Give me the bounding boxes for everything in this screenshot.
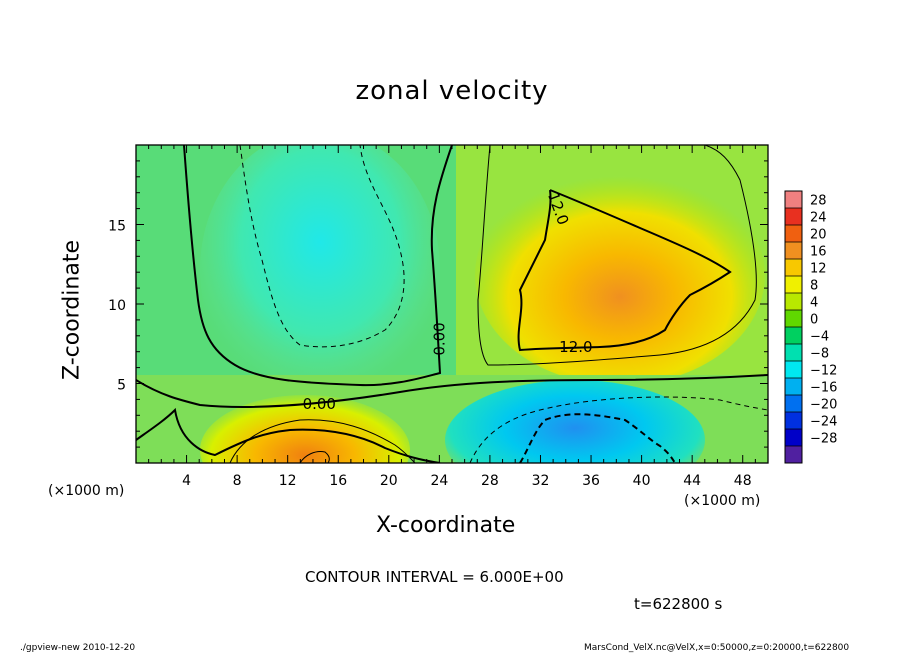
x-tick-label: 16 [329,473,347,489]
colorbar-swatch [785,378,802,396]
x-tick-label: 48 [734,473,752,489]
colorbar-swatch [785,276,802,294]
colorbar-tick-label: −24 [810,415,837,430]
contour-interval-text: CONTOUR INTERVAL = 6.000E+00 [305,568,564,586]
y-tick-label: 10 [108,298,126,314]
colorbar-swatch [785,429,802,447]
y-tick-label: 15 [108,219,126,235]
x-tick-label: 12 [279,473,297,489]
x-axis-title: X-coordinate [376,513,516,538]
x-unit-label-right: (×1000 m) [684,493,761,509]
contour-zero-bottom-left [136,407,441,463]
colorbar-tick-label: −8 [810,347,829,362]
contour-pos6 [477,145,757,366]
contour-neg12-lower [519,413,676,463]
colorbar-swatch [785,446,802,464]
contour-zero-left [183,145,453,387]
x-tick-label: 8 [233,473,242,489]
x-tick-label: 44 [683,473,701,489]
x-tick-label: 28 [481,473,499,489]
contour-lines [136,145,768,463]
colorbar-tick-label: −20 [810,398,837,413]
colorbar-tick-label: 24 [810,211,827,226]
colorbar-swatch [785,208,802,226]
colorbar-swatch [785,293,802,311]
colorbar-tick-label: 28 [810,194,827,209]
contour-label: 0.00 [303,395,336,413]
heatmap-field [136,145,768,463]
footer-right: MarsCond_VelX.nc@VelX,x=0:50000,z=0:2000… [584,643,850,653]
colorbar-tick-label: 16 [810,245,827,260]
time-text: t=622800 s [634,595,723,613]
footer-left: ./gpview-new 2010-12-20 [20,643,136,653]
colorbar-swatch [785,361,802,379]
colorbar-tick-label: −28 [810,432,837,447]
colorbar-swatch [785,225,802,243]
contour-neg6-upper [239,145,405,348]
x-tick-label: 24 [430,473,448,489]
colorbar-tick-label: −12 [810,364,837,379]
y-axis-title: Z-coordinate [59,240,85,380]
colorbar-swatch [785,344,802,362]
y-tick-label: 5 [117,378,126,394]
colorbar-swatch [785,242,802,260]
colorbar-tick-label: 20 [810,228,827,243]
chart-title: zonal velocity [355,76,549,106]
x-unit-label-left: (×1000 m) [48,483,125,499]
contour-pos18 [299,451,330,463]
colorbar-tick-label: 4 [810,296,818,311]
colorbar-tick-label: 12 [810,262,827,277]
contour-zero-bottom [136,374,768,408]
colorbar-tick-label: −16 [810,381,837,396]
x-axis: 4 8 12 16 20 24 28 32 36 40 44 48 [148,145,756,489]
y-axis: 5 10 15 [108,160,768,448]
colorbar-swatch [785,327,802,345]
x-tick-label: 40 [633,473,651,489]
colorbar-tick-label: −4 [810,330,829,345]
contour-pos6-bottom [229,419,416,463]
x-tick-label: 36 [582,473,600,489]
colorbar-swatch [785,395,802,413]
colorbar-swatch [785,310,802,328]
colorbar-swatch [785,259,802,277]
x-tick-label: 4 [182,473,191,489]
contour-label: 12.0 [559,338,592,356]
colorbar-tick-label: 0 [810,313,818,328]
colorbar-swatch [785,191,802,209]
contour-neg6-lower [469,396,768,463]
colorbar-tick-label: 8 [810,279,818,294]
x-tick-label: 20 [380,473,398,489]
x-tick-label: 32 [532,473,550,489]
contour-twelve [517,189,732,352]
colorbar: 28 24 20 16 12 8 4 0 −4 −8 −12 −16 −20 −24 −28 [784,190,837,464]
colorbar-swatch [785,412,802,430]
contour-label: 0.00 [430,322,448,355]
